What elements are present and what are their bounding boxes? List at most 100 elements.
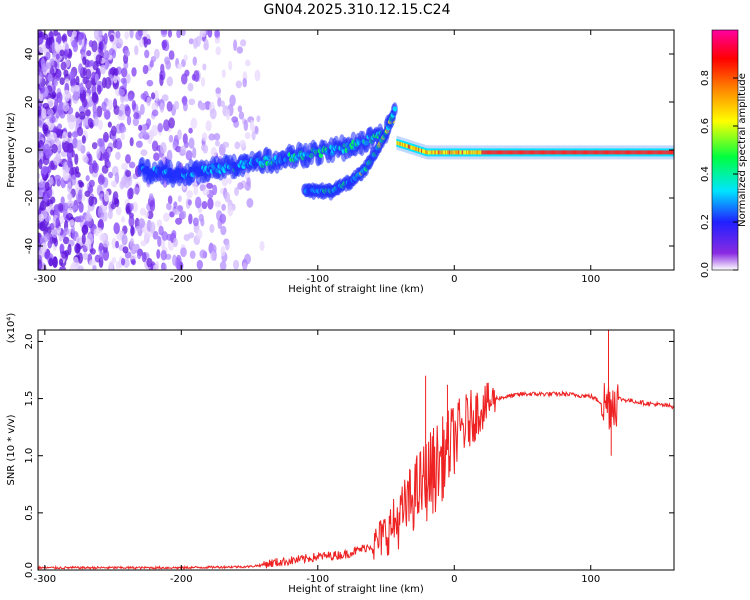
- noise-cell: [127, 174, 133, 187]
- noise-cell: [121, 162, 128, 170]
- noise-cell: [38, 105, 42, 117]
- y-tick-label: 0.5: [24, 505, 35, 521]
- noise-cell: [175, 217, 183, 225]
- noise-cell: [84, 109, 91, 117]
- carrier-band-core: [416, 147, 418, 152]
- carrier-band-core: [572, 150, 574, 155]
- noise-cell: [130, 225, 135, 237]
- noise-cell: [192, 147, 197, 159]
- colorbar-tick-label: 0.8: [700, 70, 711, 86]
- carrier-band-core: [628, 150, 630, 155]
- noise-cell: [152, 230, 159, 240]
- noise-cell: [259, 240, 265, 251]
- noise-cell: [51, 228, 58, 238]
- carrier-band-core: [591, 150, 593, 155]
- noise-cell: [138, 124, 143, 131]
- noise-cell: [115, 140, 123, 150]
- carrier-band-core: [533, 150, 536, 155]
- carrier-band-core: [609, 150, 611, 155]
- carrier-band-core: [403, 143, 406, 148]
- noise-cell: [148, 193, 154, 200]
- noise-cell: [183, 54, 188, 62]
- noise-cell: [220, 225, 227, 236]
- carrier-band-core: [547, 150, 549, 155]
- carrier-band-core: [596, 150, 599, 155]
- carrier-band-core: [499, 150, 501, 155]
- carrier-band-core: [531, 150, 533, 155]
- noise-cell: [113, 74, 118, 84]
- carrier-band-core: [415, 146, 417, 151]
- carrier-band-core: [629, 150, 631, 155]
- carrier-band-core: [647, 150, 650, 155]
- noise-cell: [134, 45, 139, 56]
- noise-cell: [38, 181, 45, 188]
- noise-cell: [166, 101, 173, 112]
- noise-cell: [215, 46, 221, 56]
- noise-cell: [64, 227, 69, 235]
- noise-cell: [47, 239, 53, 249]
- noise-cell: [185, 150, 193, 161]
- noise-cell: [251, 130, 256, 141]
- noise-cell: [239, 39, 247, 47]
- carrier-band-core: [542, 150, 544, 155]
- noise-cell: [100, 64, 106, 75]
- noise-cell: [104, 76, 112, 89]
- carrier-band-core: [536, 150, 539, 155]
- carrier-band-core: [586, 150, 588, 155]
- carrier-band-core: [640, 150, 643, 155]
- noise-cell: [140, 149, 148, 157]
- carrier-band-core: [400, 142, 402, 147]
- noise-cell: [78, 63, 83, 74]
- carrier-band-core: [469, 150, 472, 155]
- noise-cell: [144, 211, 149, 218]
- noise-cell: [42, 102, 50, 109]
- noise-cell: [86, 50, 92, 57]
- noise-cell: [82, 56, 87, 66]
- carrier-band-core: [568, 150, 570, 155]
- noise-cell: [214, 200, 222, 208]
- carrier-band-core: [660, 150, 662, 155]
- noise-cell: [92, 162, 99, 174]
- carrier-band-core: [553, 150, 555, 155]
- noise-cell: [146, 257, 153, 268]
- noise-cell: [98, 220, 103, 229]
- carrier-band-core: [425, 150, 428, 155]
- noise-cell: [121, 126, 127, 133]
- carrier-band-core: [525, 150, 527, 155]
- y-tick-label: 0: [24, 147, 35, 153]
- carrier-band-core: [439, 150, 441, 155]
- noise-cell: [60, 61, 67, 71]
- noise-cell: [132, 117, 139, 127]
- carrier-band-core: [619, 150, 622, 155]
- noise-cell: [168, 117, 175, 129]
- noise-cell: [157, 235, 162, 248]
- carrier-band-core: [502, 150, 504, 155]
- noise-cell: [38, 88, 41, 100]
- y-tick-label: -20: [24, 190, 35, 206]
- carrier-band-core: [471, 150, 474, 155]
- noise-cell: [38, 30, 43, 39]
- carrier-band-core: [639, 150, 641, 155]
- noise-cell: [238, 111, 245, 120]
- carrier-band-core: [634, 150, 636, 155]
- carrier-band-core: [550, 150, 552, 155]
- noise-cell: [38, 132, 43, 140]
- carrier-band-core: [615, 150, 617, 155]
- colorbar-tick-label: 0.0: [700, 262, 711, 278]
- noise-cell: [98, 138, 105, 148]
- carrier-band-core: [593, 150, 595, 155]
- carrier-band-core: [425, 149, 427, 154]
- noise-cell: [48, 36, 55, 45]
- carrier-band-core: [663, 150, 666, 155]
- carrier-band-core: [606, 150, 608, 155]
- branch-trace-cell: [392, 106, 398, 112]
- noise-cell: [96, 148, 101, 160]
- carrier-band-core: [427, 150, 430, 155]
- carrier-band-core: [406, 144, 409, 149]
- noise-cell: [38, 158, 43, 170]
- carrier-band-core: [474, 150, 477, 155]
- noise-cell: [130, 254, 137, 261]
- noise-cell: [116, 37, 123, 48]
- spectrogram-y-ticks: -40 -20 0 20 40: [24, 48, 674, 254]
- noise-cell: [83, 156, 89, 164]
